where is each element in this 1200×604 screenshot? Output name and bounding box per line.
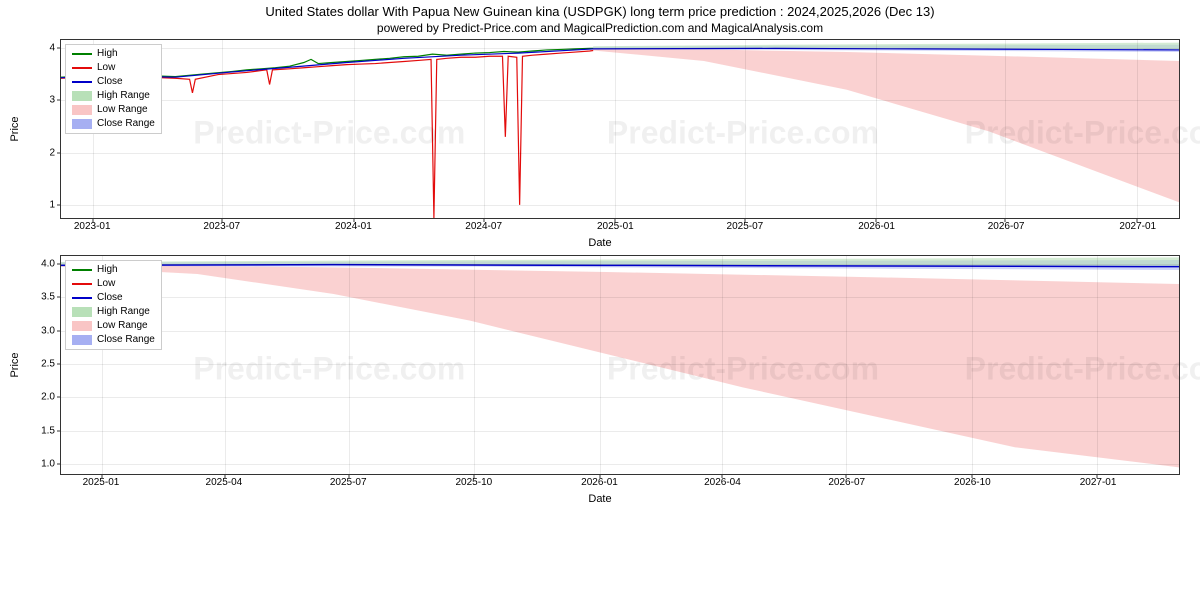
legend-patch-swatch: [72, 335, 92, 345]
top-plot-area: HighLowCloseHigh RangeLow RangeClose Ran…: [60, 39, 1180, 219]
y-tick-label: 3.5: [41, 292, 55, 303]
x-tick-label: 2026-07: [988, 221, 1025, 232]
legend-label: Close: [97, 291, 123, 305]
legend-line-swatch: [72, 283, 92, 285]
legend-patch-swatch: [72, 91, 92, 101]
top-chart-svg: [61, 40, 1179, 218]
chart-subtitle: powered by Predict-Price.com and Magical…: [0, 21, 1200, 35]
legend-label: Low: [97, 61, 115, 75]
x-axis-ticks: 2023-01 2023-07 2024-01 2024-07 2025-01 2025-…: [60, 219, 1180, 235]
x-tick-label: 2023-07: [203, 221, 240, 232]
x-tick-label: 2027-01: [1119, 221, 1156, 232]
x-tick-label: 2026-10: [954, 477, 991, 488]
y-tick-label: 2.5: [41, 359, 55, 370]
x-axis-label: Date: [0, 493, 1200, 505]
low-range: [593, 48, 1179, 202]
x-tick-label: 2025-01: [83, 477, 120, 488]
legend-label: Low: [97, 277, 115, 291]
legend-item: High Range: [72, 305, 155, 319]
x-tick-label: 2025-04: [206, 477, 243, 488]
y-tick-label: 4: [49, 42, 55, 53]
chart-title: United States dollar With Papua New Guin…: [0, 4, 1200, 19]
legend: HighLowCloseHigh RangeLow RangeClose Ran…: [65, 44, 162, 134]
top-chart-container: United States dollar With Papua New Guin…: [0, 4, 1200, 249]
x-tick-label: 2023-01: [74, 221, 111, 232]
legend-label: Close Range: [97, 333, 155, 347]
y-tick-label: 2: [49, 147, 55, 158]
legend-item: Close Range: [72, 117, 155, 131]
bottom-chart-container: HighLowCloseHigh RangeLow RangeClose Ran…: [0, 255, 1200, 505]
bottom-plot-area: HighLowCloseHigh RangeLow RangeClose Ran…: [60, 255, 1180, 475]
y-tick-label: 1.5: [41, 425, 55, 436]
low-range: [61, 265, 1179, 468]
x-tick-label: 2025-07: [330, 477, 367, 488]
legend-item: Low Range: [72, 103, 155, 117]
legend-line-swatch: [72, 81, 92, 83]
legend-line-swatch: [72, 53, 92, 55]
x-tick-label: 2026-01: [581, 477, 618, 488]
x-tick-label: 2026-07: [828, 477, 865, 488]
legend-label: High Range: [97, 305, 150, 319]
legend-patch-swatch: [72, 307, 92, 317]
legend-label: Close: [97, 75, 123, 89]
y-tick-label: 1: [49, 199, 55, 210]
legend-item: Low: [72, 277, 155, 291]
y-tick-label: 1.0: [41, 459, 55, 470]
legend-item: Close: [72, 75, 155, 89]
legend-item: Low Range: [72, 319, 155, 333]
x-tick-label: 2025-10: [455, 477, 492, 488]
y-tick-label: 3: [49, 95, 55, 106]
legend-label: High: [97, 47, 118, 61]
legend-item: High Range: [72, 89, 155, 103]
x-axis-ticks: 2025-01 2025-04 2025-07 2025-10 2026-01 2026-…: [60, 475, 1180, 491]
y-tick-label: 4.0: [41, 259, 55, 270]
legend-label: High: [97, 263, 118, 277]
x-tick-label: 2026-01: [858, 221, 895, 232]
legend-label: Low Range: [97, 319, 148, 333]
legend-item: High: [72, 47, 155, 61]
x-tick-label: 2024-07: [465, 221, 502, 232]
y-tick-label: 3.0: [41, 325, 55, 336]
legend-line-swatch: [72, 269, 92, 271]
legend-item: High: [72, 263, 155, 277]
y-axis-label: Price: [9, 352, 21, 377]
legend-line-swatch: [72, 297, 92, 299]
x-tick-label: 2027-01: [1080, 477, 1117, 488]
legend-item: Close: [72, 291, 155, 305]
x-tick-label: 2025-01: [597, 221, 634, 232]
legend-patch-swatch: [72, 105, 92, 115]
legend-patch-swatch: [72, 119, 92, 129]
legend-label: High Range: [97, 89, 150, 103]
legend-label: Close Range: [97, 117, 155, 131]
x-tick-label: 2025-07: [727, 221, 764, 232]
x-axis-label: Date: [0, 237, 1200, 249]
x-tick-label: 2026-04: [704, 477, 741, 488]
y-axis-label: Price: [9, 116, 21, 141]
y-tick-label: 2.0: [41, 392, 55, 403]
x-tick-label: 2024-01: [335, 221, 372, 232]
legend-item: Close Range: [72, 333, 155, 347]
bottom-chart-svg: [61, 256, 1179, 474]
legend-patch-swatch: [72, 321, 92, 331]
legend-label: Low Range: [97, 103, 148, 117]
legend-item: Low: [72, 61, 155, 75]
legend-line-swatch: [72, 67, 92, 69]
legend: HighLowCloseHigh RangeLow RangeClose Ran…: [65, 260, 162, 350]
